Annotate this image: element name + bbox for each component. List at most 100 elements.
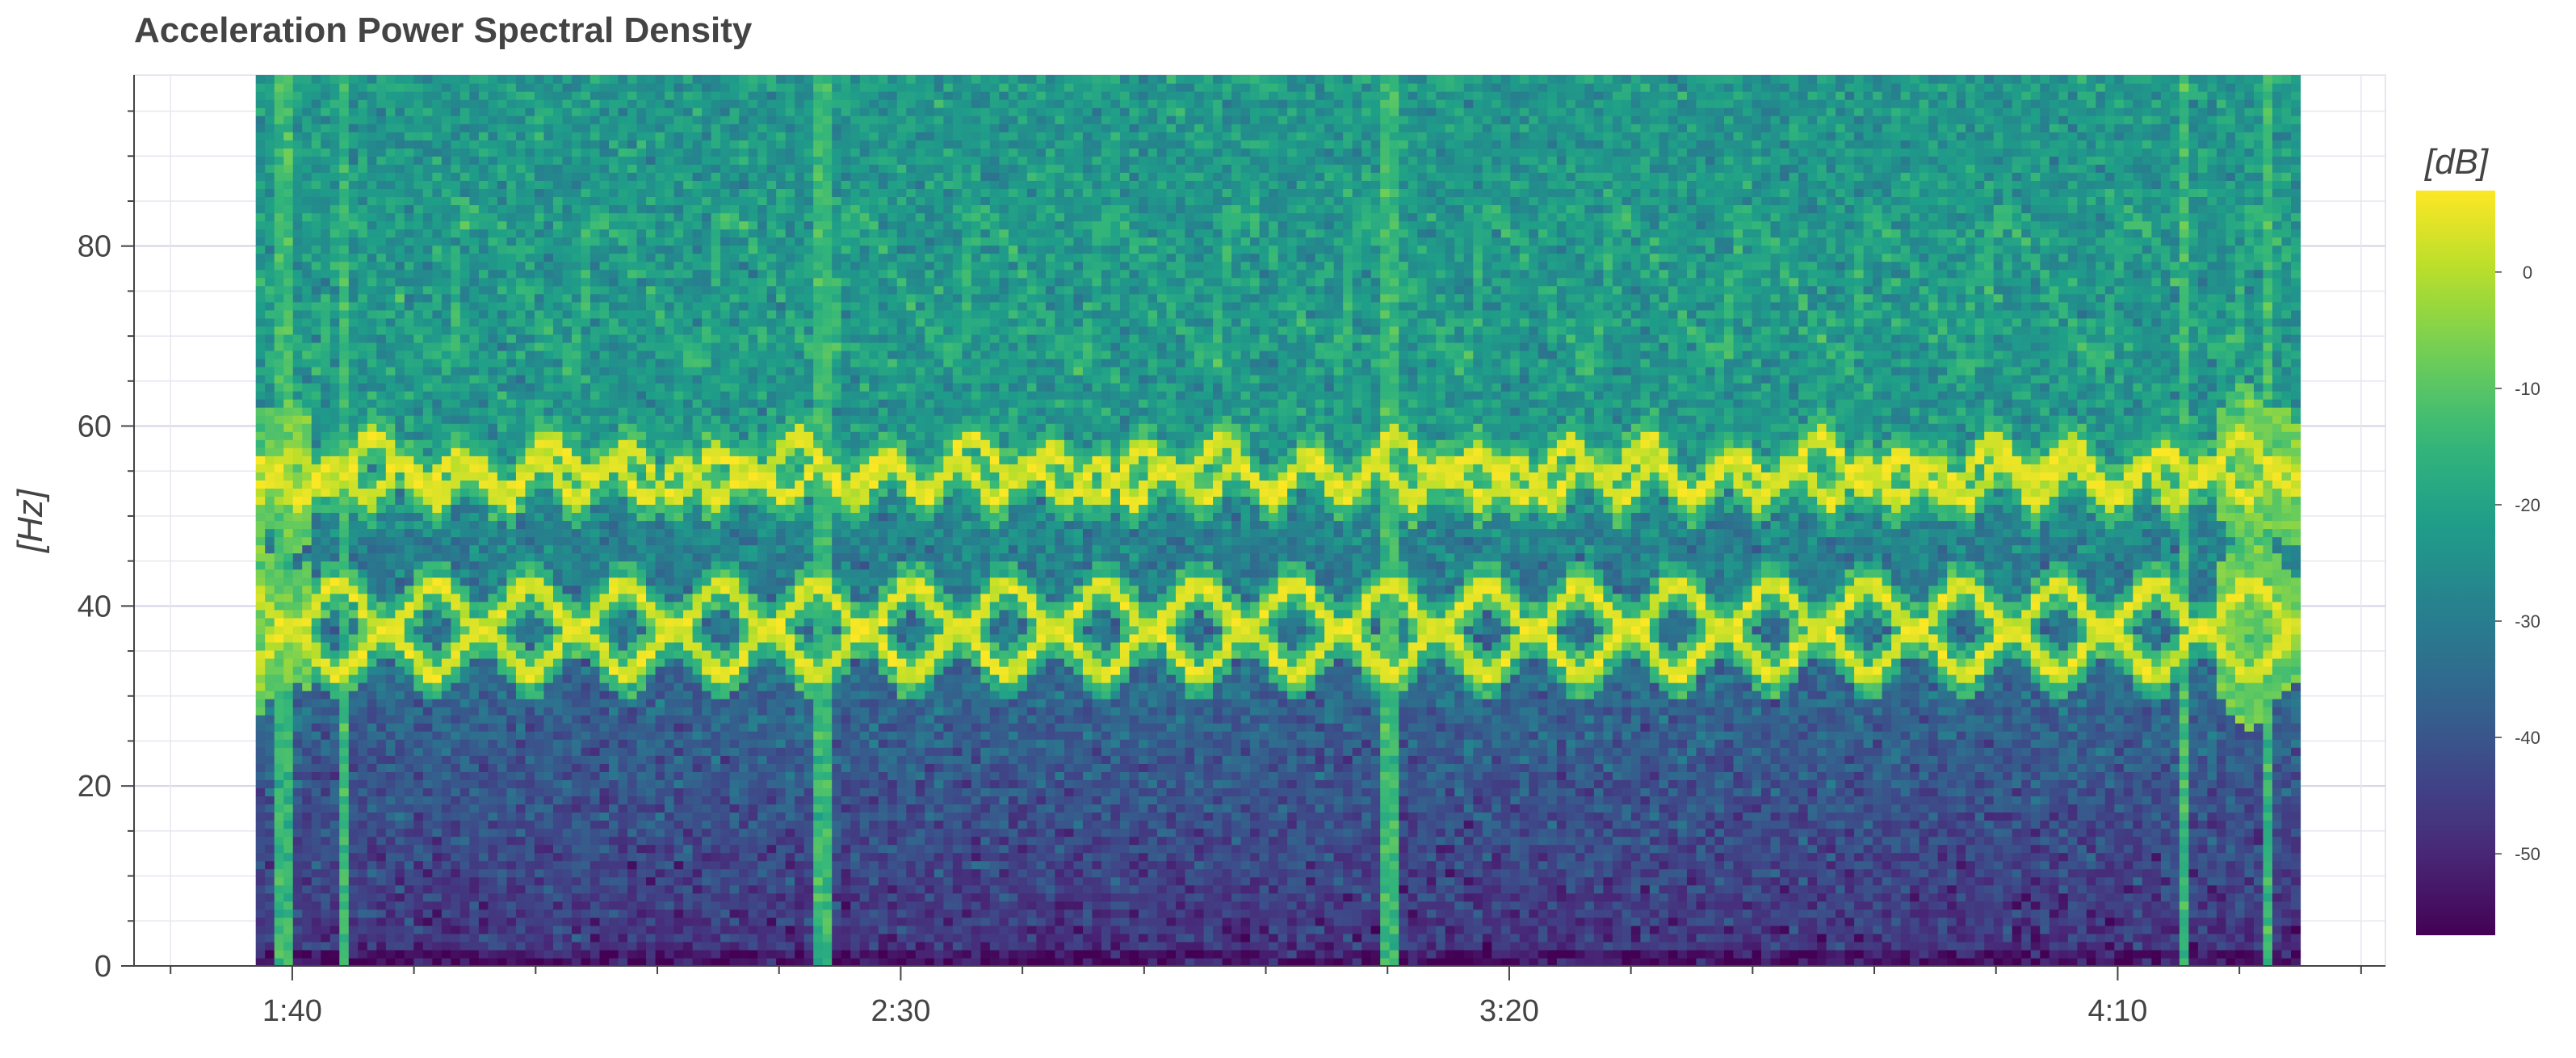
heatmap-cell — [321, 439, 331, 448]
heatmap-cell — [469, 253, 480, 262]
heatmap-cell — [413, 569, 424, 578]
heatmap-cell — [348, 496, 359, 506]
heatmap-cell — [432, 415, 443, 424]
heatmap-cell — [404, 868, 414, 878]
heatmap-cell — [329, 941, 340, 951]
heatmap-cell — [515, 399, 527, 408]
heatmap-cell — [562, 358, 573, 367]
heatmap-cell — [543, 334, 554, 343]
heatmap-cell — [385, 649, 396, 659]
heatmap-cell — [646, 682, 657, 691]
heatmap-cell — [432, 779, 443, 788]
heatmap-cell — [478, 172, 489, 181]
heatmap-cell — [627, 901, 638, 910]
heatmap-cell — [469, 75, 480, 84]
heatmap-cell — [255, 593, 266, 602]
heatmap-cell — [497, 301, 508, 311]
heatmap-cell — [265, 820, 275, 829]
heatmap-cell — [534, 277, 545, 287]
heatmap-cell — [599, 269, 610, 279]
heatmap-cell — [321, 261, 331, 271]
heatmap-cell — [655, 301, 665, 311]
heatmap-cell — [395, 552, 405, 562]
heatmap-cell — [571, 301, 582, 311]
heatmap-cell — [488, 140, 498, 149]
heatmap-cell — [552, 342, 564, 351]
heatmap-cell — [627, 820, 638, 829]
heatmap-cell — [339, 366, 350, 376]
heatmap-cell — [413, 229, 424, 238]
heatmap-cell — [571, 763, 582, 772]
heatmap-cell — [404, 820, 414, 829]
heatmap-cell — [506, 220, 517, 230]
heatmap-cell — [478, 917, 489, 926]
heatmap-cell — [589, 820, 601, 829]
heatmap-cell — [441, 99, 451, 108]
heatmap-cell — [515, 876, 527, 886]
heatmap-cell — [358, 269, 368, 279]
heatmap-cell — [255, 844, 266, 854]
heatmap-cell — [302, 528, 313, 538]
heatmap-cell — [274, 739, 284, 748]
heatmap-cell — [589, 83, 601, 92]
heatmap-cell — [525, 682, 535, 691]
heatmap-cell — [562, 520, 573, 530]
heatmap-cell — [329, 75, 340, 84]
heatmap-cell — [459, 884, 470, 894]
heatmap-cell — [646, 691, 657, 699]
heatmap-cell — [432, 844, 443, 854]
heatmap-cell — [339, 148, 350, 157]
heatmap-cell — [311, 771, 321, 780]
heatmap-cell — [506, 812, 517, 821]
heatmap-cell — [655, 723, 665, 732]
heatmap-cell — [321, 431, 331, 440]
heatmap-cell — [404, 164, 414, 173]
heatmap-cell — [395, 682, 405, 691]
heatmap-cell — [562, 261, 573, 271]
heatmap-cell — [255, 682, 266, 691]
heatmap-cell — [292, 941, 303, 951]
heatmap-cell — [292, 383, 303, 392]
heatmap-cell — [589, 763, 601, 772]
heatmap-cell — [274, 536, 284, 546]
heatmap-cell — [581, 593, 591, 602]
heatmap-cell — [515, 407, 527, 416]
heatmap-cell — [413, 325, 424, 335]
heatmap-cell — [283, 488, 294, 498]
heatmap-cell — [589, 237, 601, 246]
heatmap-cell — [534, 253, 545, 262]
heatmap-cell — [469, 140, 480, 149]
heatmap-cell — [488, 804, 498, 813]
heatmap-cell — [292, 237, 303, 246]
heatmap-cell — [292, 917, 303, 926]
heatmap-cell — [358, 901, 368, 910]
heatmap-cell — [618, 665, 628, 675]
heatmap-cell — [441, 917, 451, 926]
heatmap-cell — [599, 75, 610, 84]
heatmap-cell — [599, 828, 610, 838]
heatmap-cell — [525, 107, 535, 116]
heatmap-cell — [599, 317, 610, 327]
heatmap-cell — [581, 285, 591, 295]
heatmap-cell — [283, 480, 294, 489]
heatmap-cell — [283, 261, 294, 271]
heatmap-cell — [255, 285, 266, 295]
heatmap-cell — [543, 544, 554, 554]
heatmap-cell — [422, 212, 433, 222]
heatmap-cell — [459, 212, 470, 222]
heatmap-cell — [292, 512, 303, 522]
heatmap-cell — [302, 229, 313, 238]
heatmap-cell — [543, 787, 554, 797]
heatmap-cell — [478, 253, 489, 262]
heatmap-cell — [589, 415, 601, 424]
heatmap-cell — [329, 812, 340, 821]
heatmap-cell — [609, 747, 619, 756]
heatmap-cell — [274, 707, 284, 716]
heatmap-cell — [358, 957, 368, 967]
heatmap-cell — [321, 180, 331, 189]
heatmap-cell — [413, 804, 424, 813]
heatmap-cell — [488, 665, 498, 675]
heatmap-cell — [311, 925, 321, 934]
heatmap-cell — [646, 796, 657, 805]
heatmap-cell — [255, 237, 266, 246]
